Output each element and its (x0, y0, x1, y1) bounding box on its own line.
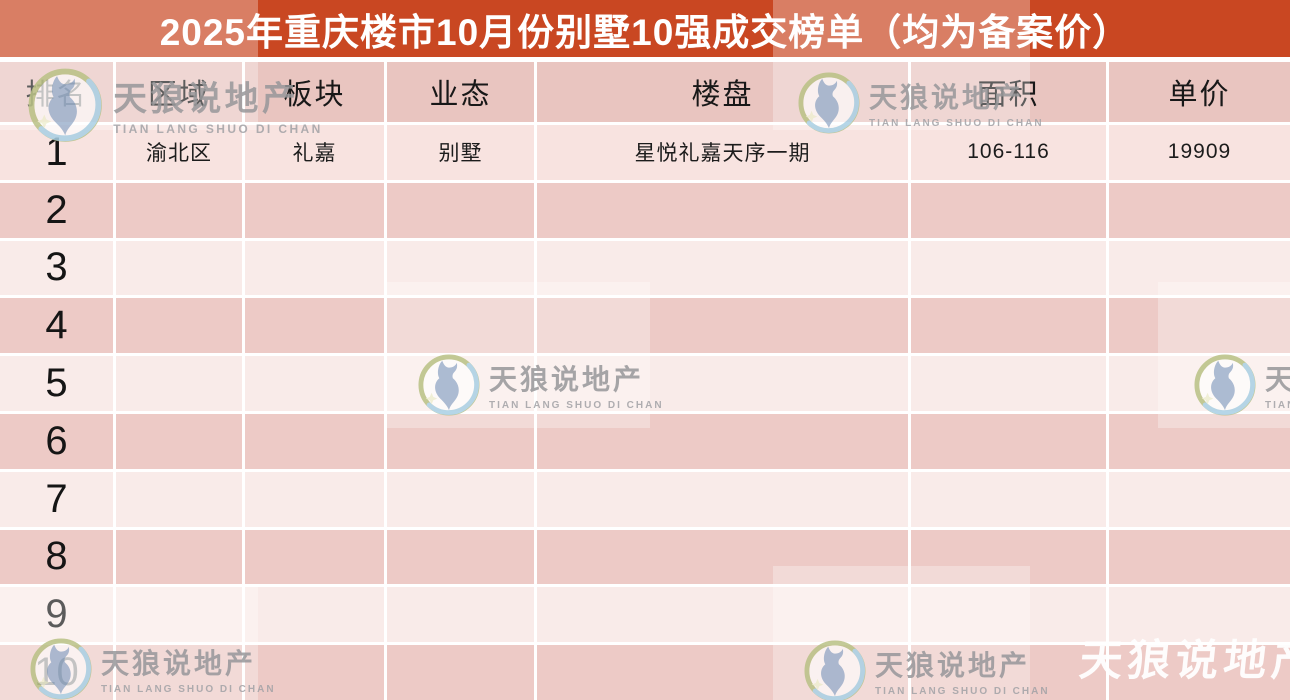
table-cell (116, 645, 242, 700)
table-cell (1109, 240, 1290, 296)
header-cell: 排名 (0, 62, 113, 122)
table-cell (387, 356, 534, 411)
table-cell (245, 240, 384, 296)
table-cell (537, 471, 908, 527)
table-cell (245, 471, 384, 527)
table-cell: 别墅 (387, 125, 534, 180)
table-cell (387, 471, 534, 527)
ranking-table: 排名 区域 板块 业态 楼盘 面积 单价 1 渝北区 礼嘉 别墅 星悦礼嘉天序一期 106-116 199… (0, 62, 1290, 700)
table-cell (537, 413, 908, 469)
table-cell (911, 240, 1106, 296)
table-cell (387, 240, 534, 296)
table-cell (911, 298, 1106, 354)
table-cell (245, 356, 384, 411)
table-cell (537, 645, 908, 700)
title-bar: 2025年重庆楼市10月份别墅10强成交榜单（均为备案价） (0, 0, 1290, 57)
rank-cell: 10 (0, 645, 113, 700)
table-cell (1109, 298, 1290, 354)
rank-cell: 4 (0, 298, 113, 354)
header-cell: 业态 (387, 62, 534, 122)
table-cell: 星悦礼嘉天序一期 (537, 125, 908, 180)
table-cell (537, 298, 908, 354)
table-cell (387, 587, 534, 643)
page-title: 2025年重庆楼市10月份别墅10强成交榜单（均为备案价） (159, 11, 1131, 53)
header-cell: 楼盘 (537, 62, 908, 122)
rank-cell: 1 (0, 125, 113, 180)
table-cell (245, 529, 384, 585)
table-cell (116, 240, 242, 296)
rank-cell: 7 (0, 471, 113, 527)
table-cell (116, 182, 242, 238)
table-cell (537, 240, 908, 296)
table-cell (537, 529, 908, 585)
table-cell (1109, 471, 1290, 527)
table-cell: 19909 (1109, 125, 1290, 180)
table-cell (911, 587, 1106, 643)
table-cell (387, 645, 534, 700)
header-cell: 单价 (1109, 62, 1290, 122)
table-cell (245, 645, 384, 700)
table-cell (911, 413, 1106, 469)
header-cell: 区域 (116, 62, 242, 122)
table-cell (116, 298, 242, 354)
table-cell (116, 413, 242, 469)
table-cell (1109, 587, 1290, 643)
table-cell (116, 587, 242, 643)
table-cell (911, 529, 1106, 585)
table-cell (1109, 413, 1290, 469)
table-cell (911, 356, 1106, 411)
table-cell (387, 529, 534, 585)
table-cell (245, 587, 384, 643)
table-cell (911, 645, 1106, 700)
table-cell (1109, 529, 1290, 585)
table-cell (116, 356, 242, 411)
rank-cell: 6 (0, 413, 113, 469)
table-cell (1109, 356, 1290, 411)
table-cell: 礼嘉 (245, 125, 384, 180)
table-cell (1109, 645, 1290, 700)
table-cell (1109, 182, 1290, 238)
table-cell: 106-116 (911, 125, 1106, 180)
table-cell (387, 413, 534, 469)
table-cell (116, 471, 242, 527)
rank-cell: 3 (0, 240, 113, 296)
header-cell: 板块 (245, 62, 384, 122)
table-cell (387, 298, 534, 354)
table-cell (245, 298, 384, 354)
table-cell (537, 587, 908, 643)
header-cell: 面积 (911, 62, 1106, 122)
table-cell (911, 182, 1106, 238)
table-cell (911, 471, 1106, 527)
table-cell (387, 182, 534, 238)
rank-cell: 9 (0, 587, 113, 643)
table-cell (245, 413, 384, 469)
rank-cell: 5 (0, 356, 113, 411)
table-cell (245, 182, 384, 238)
table-cell (537, 182, 908, 238)
rank-cell: 2 (0, 182, 113, 238)
table-cell (537, 356, 908, 411)
table-cell (116, 529, 242, 585)
rank-cell: 8 (0, 529, 113, 585)
table-cell: 渝北区 (116, 125, 242, 180)
